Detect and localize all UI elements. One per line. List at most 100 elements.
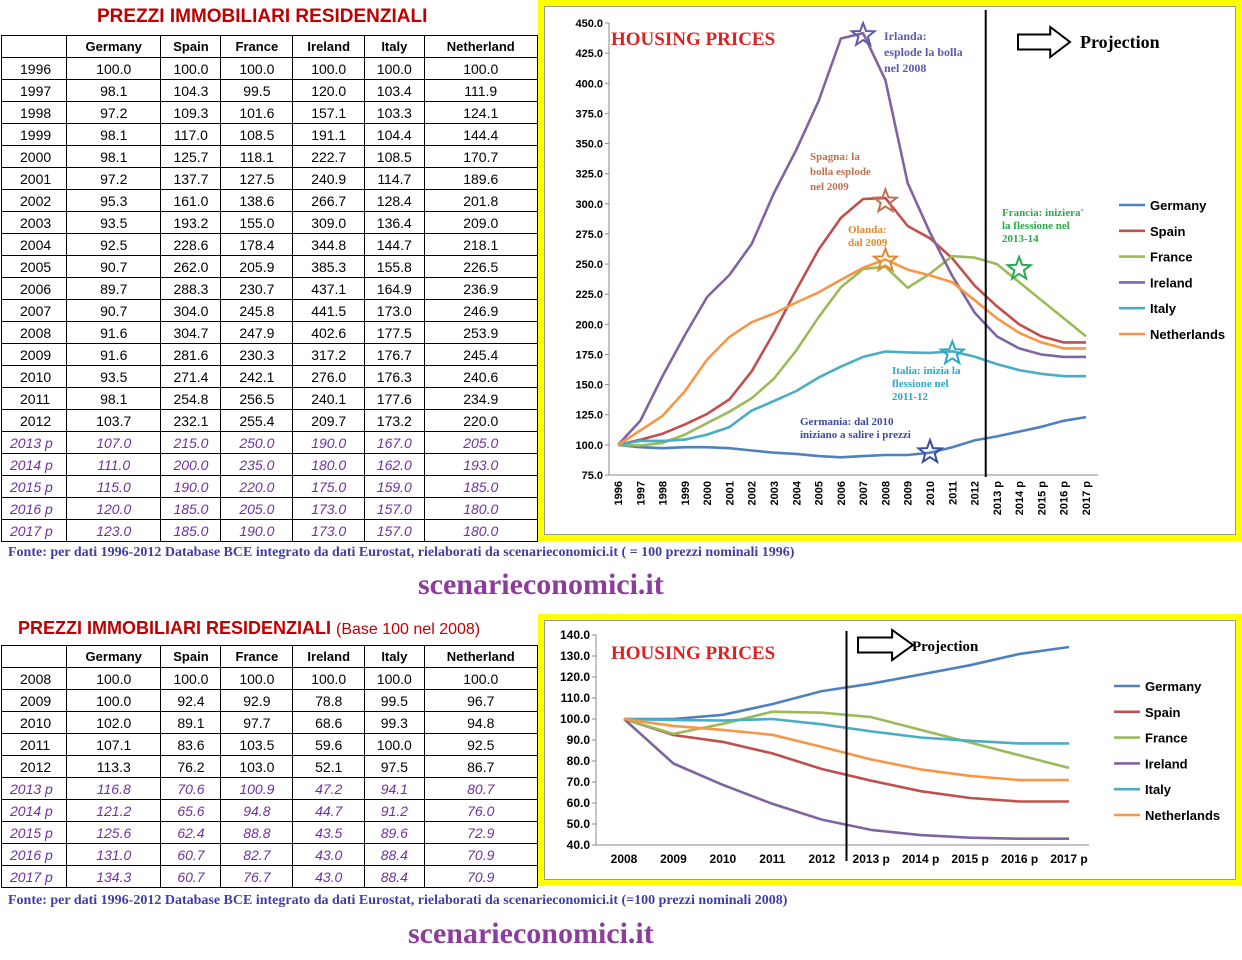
table-cell: 98.1 bbox=[65, 387, 162, 410]
row-year: 2015 p bbox=[1, 475, 67, 498]
table-cell: 92.4 bbox=[160, 689, 222, 712]
table-cell: 201.8 bbox=[423, 189, 538, 212]
table-cell: 220.0 bbox=[220, 475, 294, 498]
table-row: 2016 p 131.0 60.7 82.7 43.0 88.4 70.9 bbox=[1, 843, 538, 866]
row-year: 2006 bbox=[1, 277, 67, 300]
table-cell: 144.4 bbox=[423, 123, 538, 146]
y-tick-label: 300.0 bbox=[575, 199, 603, 211]
table-cell: 111.0 bbox=[65, 453, 162, 476]
series-line-ireland bbox=[617, 31, 1086, 446]
y-tick-label: 375.0 bbox=[575, 108, 603, 120]
x-tick-label: 2002 bbox=[747, 481, 759, 505]
prices-table-2008: Germany Spain France Ireland Italy Netherland… bbox=[1, 645, 538, 888]
table-cell: 102.0 bbox=[65, 711, 162, 734]
table-cell: 101.6 bbox=[220, 101, 294, 124]
table-cell: 255.4 bbox=[220, 409, 294, 432]
table-cell: 76.0 bbox=[423, 799, 538, 822]
table-cell: 78.8 bbox=[292, 689, 366, 712]
table-cell: 226.5 bbox=[423, 255, 538, 278]
x-tick-label: 2008 bbox=[880, 481, 892, 505]
table-cell: 167.0 bbox=[364, 431, 425, 454]
table-cell: 304.0 bbox=[160, 299, 222, 322]
table-cell: 70.9 bbox=[423, 865, 538, 888]
table-cell: 100.0 bbox=[364, 667, 425, 690]
projection-label: Projection bbox=[1080, 32, 1160, 52]
table-cell: 189.6 bbox=[423, 167, 538, 190]
table-cell: 134.3 bbox=[65, 865, 162, 888]
table-cell: 230.7 bbox=[220, 277, 294, 300]
annotation-text: nel 2008 bbox=[884, 61, 926, 75]
site-watermark-2: scenarieconomici.it bbox=[408, 917, 654, 950]
x-tick-label: 1996 bbox=[613, 481, 625, 505]
table-row: 2003 93.5 193.2 155.0 309.0 136.4 209.0 bbox=[1, 211, 538, 234]
table-cell: 103.0 bbox=[220, 755, 294, 778]
table-cell: 100.0 bbox=[364, 733, 425, 756]
x-tick-label: 2006 bbox=[836, 481, 848, 505]
row-year: 2004 bbox=[1, 233, 67, 256]
table-cell: 200.0 bbox=[160, 453, 222, 476]
table-row: 2015 p 115.0 190.0 220.0 175.0 159.0 185.0 bbox=[1, 475, 538, 498]
header-blank bbox=[1, 35, 67, 58]
y-tick-label: 100.0 bbox=[560, 712, 590, 726]
table-cell: 247.9 bbox=[220, 321, 294, 344]
table-cell: 205.0 bbox=[423, 431, 538, 454]
x-tick-label: 2009 bbox=[903, 481, 915, 505]
y-tick-label: 130.0 bbox=[560, 649, 590, 663]
row-year: 2016 p bbox=[1, 843, 67, 866]
y-tick-label: 275.0 bbox=[575, 229, 603, 241]
row-year: 2001 bbox=[1, 167, 67, 190]
header-blank bbox=[1, 645, 67, 668]
legend-label: Netherlands bbox=[1150, 327, 1225, 342]
table-cell: 190.0 bbox=[220, 519, 294, 542]
table-cell: 92.5 bbox=[423, 733, 538, 756]
table-cell: 97.2 bbox=[65, 167, 162, 190]
column-header: Netherland bbox=[423, 645, 538, 668]
table-cell: 92.9 bbox=[220, 689, 294, 712]
table-row: 2008 100.0 100.0 100.0 100.0 100.0 100.0 bbox=[1, 667, 538, 690]
star-marker-icon bbox=[871, 245, 900, 273]
table-cell: 97.2 bbox=[65, 101, 162, 124]
table-cell: 173.0 bbox=[292, 497, 366, 520]
table-cell: 114.7 bbox=[364, 167, 425, 190]
table-cell: 100.0 bbox=[220, 667, 294, 690]
table-cell: 107.1 bbox=[65, 733, 162, 756]
column-header: Italy bbox=[364, 35, 425, 58]
table-cell: 138.6 bbox=[220, 189, 294, 212]
table-cell: 100.0 bbox=[364, 57, 425, 80]
table-cell: 157.1 bbox=[292, 101, 366, 124]
table-cell: 155.0 bbox=[220, 211, 294, 234]
table-cell: 113.3 bbox=[65, 755, 162, 778]
table-cell: 120.0 bbox=[292, 79, 366, 102]
table2-title: PREZZI IMMOBILIARI RESIDENZIALI (Base 10… bbox=[18, 618, 480, 639]
row-year: 2015 p bbox=[1, 821, 67, 844]
table-row: 2002 95.3 161.0 138.6 266.7 128.4 201.8 bbox=[1, 189, 538, 212]
table-row: 2017 p 134.3 60.7 76.7 43.0 88.4 70.9 bbox=[1, 865, 538, 888]
table-row: 2010 102.0 89.1 97.7 68.6 99.3 94.8 bbox=[1, 711, 538, 734]
table-cell: 240.9 bbox=[292, 167, 366, 190]
table-cell: 281.6 bbox=[160, 343, 222, 366]
legend-label: Netherlands bbox=[1145, 808, 1220, 823]
table-cell: 89.1 bbox=[160, 711, 222, 734]
table-cell: 60.7 bbox=[160, 865, 222, 888]
table-row: 2010 93.5 271.4 242.1 276.0 176.3 240.6 bbox=[1, 365, 538, 388]
legend-label: Ireland bbox=[1150, 275, 1193, 290]
annotation-text: Irlanda: bbox=[884, 29, 927, 43]
row-year: 2009 bbox=[1, 343, 67, 366]
table-cell: 94.8 bbox=[423, 711, 538, 734]
table-cell: 176.3 bbox=[364, 365, 425, 388]
x-tick-label: 2011 bbox=[759, 852, 785, 866]
legend-label: Italy bbox=[1150, 301, 1177, 316]
series-line-netherlands bbox=[617, 258, 1086, 446]
table-cell: 91.6 bbox=[65, 343, 162, 366]
table-cell: 232.1 bbox=[160, 409, 222, 432]
row-year: 2011 bbox=[1, 387, 67, 410]
table-cell: 47.2 bbox=[292, 777, 366, 800]
x-tick-label: 2016 p bbox=[1001, 852, 1038, 866]
table-cell: 256.5 bbox=[220, 387, 294, 410]
table-cell: 437.1 bbox=[292, 277, 366, 300]
table-cell: 88.4 bbox=[364, 843, 425, 866]
table2-title-main: PREZZI IMMOBILIARI RESIDENZIALI bbox=[18, 618, 331, 638]
table-cell: 173.0 bbox=[292, 519, 366, 542]
table-cell: 177.6 bbox=[364, 387, 425, 410]
row-year: 2008 bbox=[1, 667, 67, 690]
